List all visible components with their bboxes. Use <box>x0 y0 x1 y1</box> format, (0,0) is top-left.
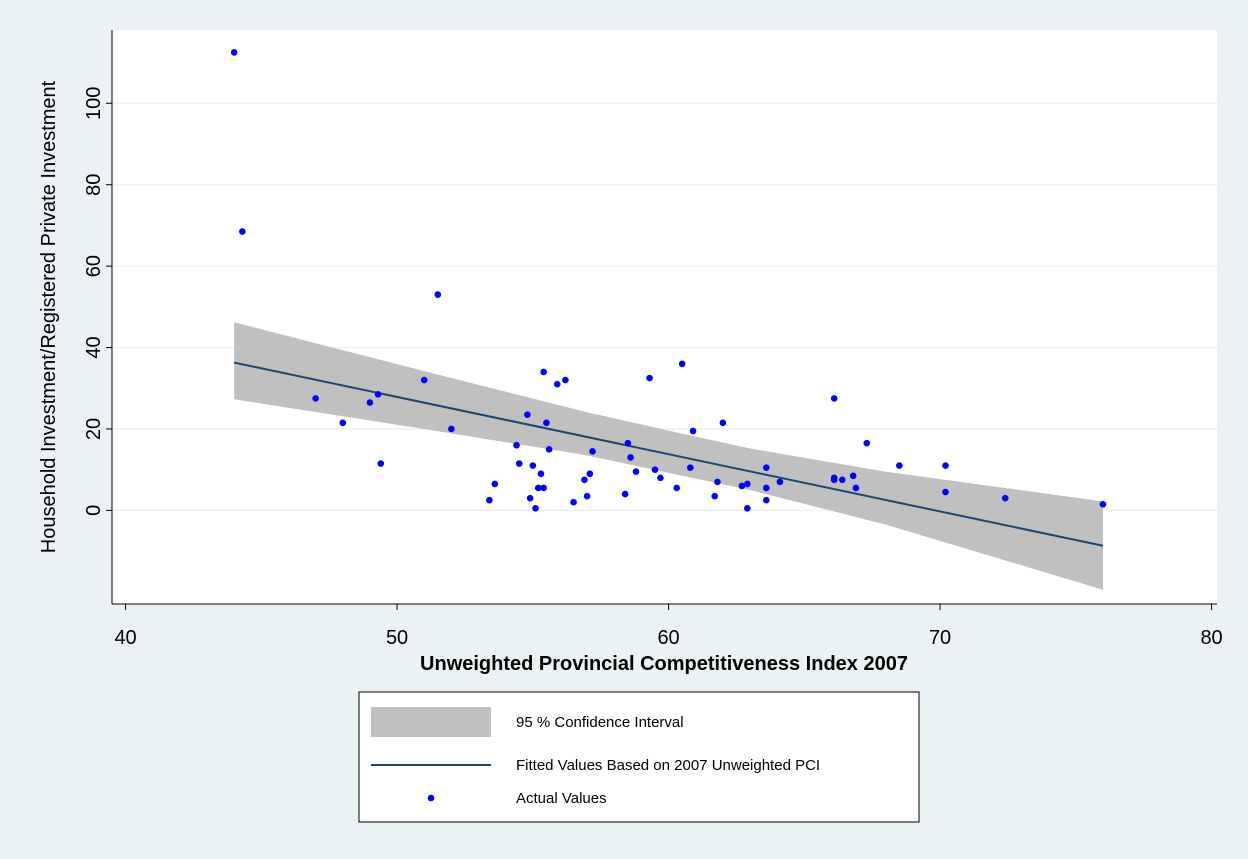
data-point <box>239 228 246 235</box>
data-point <box>524 411 531 419</box>
data-point <box>686 464 694 471</box>
data-point <box>651 466 659 473</box>
data-point <box>719 419 727 427</box>
y-tick-label: 0 <box>83 505 105 516</box>
data-point <box>763 496 770 504</box>
data-point <box>366 399 374 406</box>
data-point <box>434 291 442 298</box>
data-point <box>863 439 871 447</box>
data-point <box>744 505 751 512</box>
data-point <box>621 490 629 498</box>
data-point <box>852 484 860 492</box>
y-axis-title: Household Investment/Registered Private … <box>38 80 60 553</box>
x-axis-title: Unweighted Provincial Competitiveness In… <box>420 653 908 675</box>
gridlines <box>112 102 1217 512</box>
data-point <box>763 484 770 492</box>
data-point <box>839 476 846 484</box>
data-point <box>632 468 640 475</box>
data-point <box>646 374 653 382</box>
data-point <box>689 427 697 435</box>
data-point <box>230 49 238 56</box>
y-tick-label: 100 <box>83 87 105 120</box>
data-point <box>312 395 319 402</box>
data-point <box>540 484 547 492</box>
y-tick-label: 80 <box>83 174 105 196</box>
data-point <box>529 462 537 469</box>
y-ticks: 0 20 40 60 80 100 <box>83 87 112 516</box>
data-point <box>624 439 632 447</box>
data-point <box>513 441 520 449</box>
data-point <box>534 484 542 492</box>
confidence-band-area <box>234 322 1103 590</box>
data-point <box>744 480 751 488</box>
data-point <box>537 470 545 478</box>
data-point <box>678 360 686 368</box>
data-point <box>526 494 534 502</box>
data-point <box>763 464 770 471</box>
x-tick-label: 60 <box>657 627 679 649</box>
data-point <box>515 460 523 467</box>
data-point <box>657 474 664 482</box>
x-tick-label: 50 <box>386 627 408 649</box>
x-tick-label: 70 <box>929 627 951 649</box>
data-point <box>738 482 746 490</box>
legend-label-confidence: 95 % Confidence Interval <box>516 714 684 731</box>
data-point <box>545 446 553 453</box>
y-tick-label: 40 <box>83 336 105 358</box>
data-point <box>711 492 719 500</box>
data-point <box>540 368 547 376</box>
data-point <box>627 454 634 461</box>
legend: 95 % Confidence Interval Fitted Values B… <box>358 691 920 823</box>
data-point <box>562 376 569 384</box>
axes <box>111 30 1217 605</box>
legend-band-swatch <box>371 707 491 737</box>
data-point <box>1001 494 1009 502</box>
data-point <box>420 376 428 384</box>
data-point <box>553 380 561 388</box>
data-point <box>377 460 385 467</box>
data-point <box>583 492 591 500</box>
data-point <box>589 448 596 455</box>
data-point <box>673 484 681 492</box>
data-point <box>374 391 382 398</box>
data-point <box>942 488 949 496</box>
data-point <box>486 496 493 504</box>
data-point <box>448 425 455 433</box>
data-point <box>830 395 838 402</box>
x-tick-label: 40 <box>114 627 136 649</box>
data-point <box>830 474 838 482</box>
legend-label-fitted: Fitted Values Based on 2007 Unweighted P… <box>516 757 820 774</box>
data-point <box>776 478 784 486</box>
y-tick-label: 20 <box>83 418 105 440</box>
data-point <box>339 419 347 427</box>
legend-label-actual: Actual Values <box>516 790 607 807</box>
data-point <box>896 462 903 469</box>
data-point <box>849 472 857 480</box>
legend-point-swatch <box>427 794 435 802</box>
data-point <box>581 476 588 484</box>
y-tick-label: 60 <box>83 255 105 277</box>
data-point <box>570 498 577 506</box>
x-tick-label: 80 <box>1200 627 1222 649</box>
data-point <box>586 470 594 478</box>
data-point <box>491 480 499 488</box>
x-ticks: 40 50 60 70 80 <box>114 604 1223 649</box>
confidence-band <box>234 322 1103 590</box>
data-point <box>543 419 550 427</box>
data-points <box>230 49 1107 512</box>
data-point <box>942 462 949 469</box>
data-point <box>714 478 721 486</box>
data-point <box>532 505 539 512</box>
data-point <box>1099 500 1107 508</box>
